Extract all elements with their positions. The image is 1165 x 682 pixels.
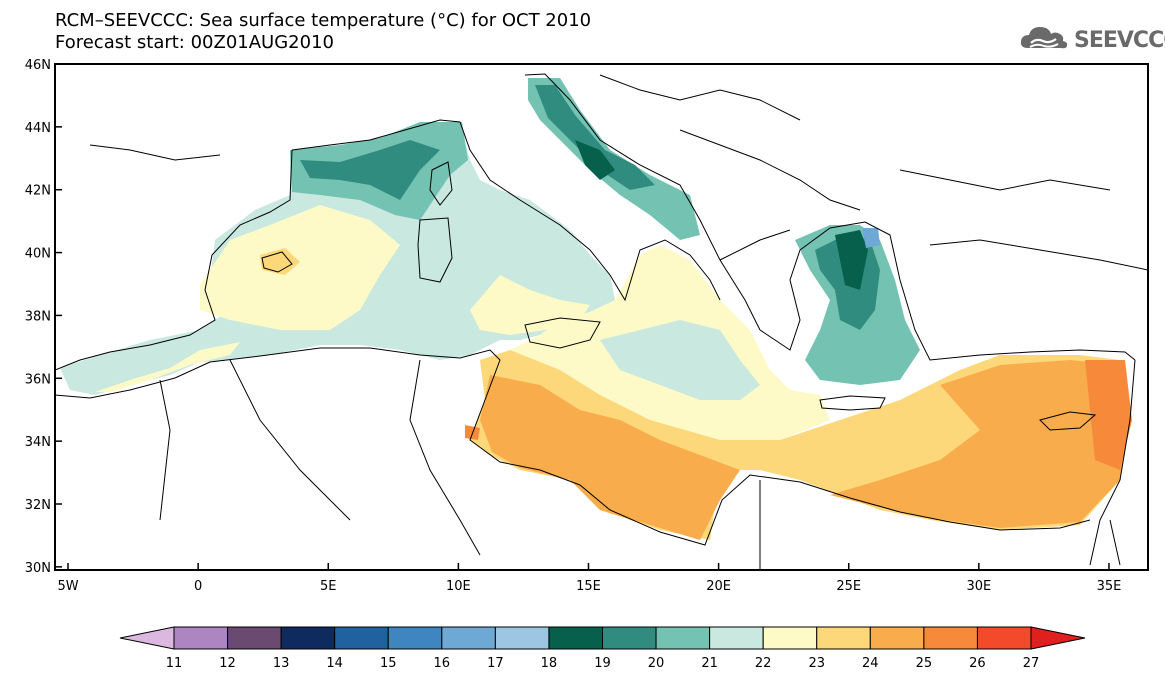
- map-frame: [54, 63, 1149, 571]
- aegean-18: [835, 230, 868, 290]
- colorbar-box: [762, 626, 818, 650]
- balearic-warm: [200, 205, 400, 330]
- lat-tick-label: 42N: [25, 184, 51, 199]
- lon-tick-label: 25E: [836, 579, 861, 594]
- island-crete: [819, 395, 886, 411]
- colorbar-label: 11: [166, 656, 183, 671]
- lat-tick-label: 40N: [25, 247, 51, 262]
- colorbar-box: [441, 626, 496, 650]
- colorbar-label: 21: [701, 656, 718, 671]
- gulf-of-lion-19: [300, 140, 440, 200]
- lat-tick-label: 44N: [25, 121, 51, 136]
- title-line-1: RCM–SEEVCCC: Sea surface temperature (°C…: [55, 10, 592, 31]
- island-cyprus: [1039, 411, 1097, 431]
- lon-tick-label: 15E: [576, 579, 601, 594]
- lon-tick-label: 0: [194, 579, 202, 594]
- adriatic-18: [575, 140, 615, 180]
- island-sicily: [524, 317, 601, 349]
- coastline-spain: [55, 149, 293, 371]
- title-line-2: Forecast start: 00Z01AUG2010: [55, 32, 334, 53]
- colorbar-box: [173, 626, 229, 650]
- lon-tick-label: 20E: [706, 579, 731, 594]
- colorbar-label: 13: [273, 656, 290, 671]
- colorbar-box: [334, 626, 389, 650]
- colorbar-box: [976, 626, 1032, 650]
- colorbar-high-arrow: [1030, 626, 1086, 650]
- coastline-north-africa: [55, 347, 1091, 546]
- lat-tick-label: 38N: [25, 309, 51, 324]
- colorbar-label: 12: [219, 656, 236, 671]
- lat-tick-label: 34N: [25, 435, 51, 450]
- balearic-24: [260, 248, 300, 275]
- colorbar-box: [816, 626, 871, 650]
- colorbar-box: [494, 626, 550, 650]
- colorbar-label: 20: [648, 656, 665, 671]
- lon-tick-label: 5E: [320, 579, 337, 594]
- latitude-axis: 46N 44N 42N 40N 38N 36N 34N 32N 30N: [25, 58, 62, 576]
- island-sardinia: [417, 217, 453, 283]
- longitude-axis: 5W 0 5E 10E 15E 20E 25E 30E 35E: [57, 563, 1121, 594]
- south-med-25: [480, 375, 740, 540]
- colorbar-label: 16: [434, 656, 451, 671]
- colorbar-box: [548, 626, 603, 650]
- colorbar-box: [655, 626, 711, 650]
- lon-tick-label: 35E: [1097, 579, 1122, 594]
- colorbar-label: 22: [755, 656, 772, 671]
- colorbar-box: [387, 626, 443, 650]
- colorbar-label: 18: [541, 656, 558, 671]
- colorbar-box: [280, 626, 336, 650]
- colorbar-box: [923, 626, 978, 650]
- coastline-france-italy: [291, 119, 721, 302]
- colorbar-label: 14: [326, 656, 343, 671]
- logo-text: SEEVCCC: [1074, 27, 1165, 53]
- coastlines: [55, 73, 1148, 570]
- coastline-levant: [1089, 359, 1136, 566]
- marmara-17: [862, 228, 880, 248]
- lon-tick-label: 30E: [966, 579, 991, 594]
- colorbar-label: 25: [916, 656, 933, 671]
- colorbar-label: 26: [969, 656, 986, 671]
- colorbar-box: [869, 626, 925, 650]
- lon-tick-label: 10E: [446, 579, 471, 594]
- colorbar: 11 12 13 14 15 16 17 18 19 20 21 22 23 24 25 26 27: [119, 626, 1086, 671]
- colorbar-box: [227, 626, 282, 650]
- cloud-icon: [1018, 22, 1070, 58]
- adriatic-19: [535, 85, 655, 190]
- colorbar-box: [709, 626, 764, 650]
- coastline-greece: [759, 221, 1136, 361]
- lat-tick-label: 30N: [25, 561, 51, 576]
- colorbar-label: 15: [380, 656, 397, 671]
- ionian-cool: [600, 320, 760, 400]
- map-title: RCM–SEEVCCC: Sea surface temperature (°C…: [55, 10, 591, 54]
- lat-tick-label: 32N: [25, 498, 51, 513]
- alboran-warm: [95, 342, 240, 392]
- levantine-26: [1085, 360, 1132, 470]
- lat-tick-label: 36N: [25, 372, 51, 387]
- seevccc-logo: SEEVCCC: [1018, 24, 1165, 56]
- sea-field: [60, 78, 1132, 540]
- coastline-adriatic: [524, 73, 761, 331]
- lat-tick-label: 46N: [25, 58, 51, 73]
- colorbar-label: 23: [808, 656, 825, 671]
- colorbar-label: 27: [1023, 656, 1040, 671]
- levantine-25: [830, 360, 1130, 528]
- colorbar-low-arrow: [119, 626, 175, 650]
- borders: [89, 74, 1148, 570]
- island-corsica: [429, 161, 453, 206]
- colorbar-label: 24: [862, 656, 879, 671]
- colorbar-label: 17: [487, 656, 504, 671]
- colorbar-label: 19: [594, 656, 611, 671]
- island-mallorca: [261, 251, 293, 273]
- colorbar-box: [602, 626, 657, 650]
- lon-tick-label: 5W: [57, 579, 78, 594]
